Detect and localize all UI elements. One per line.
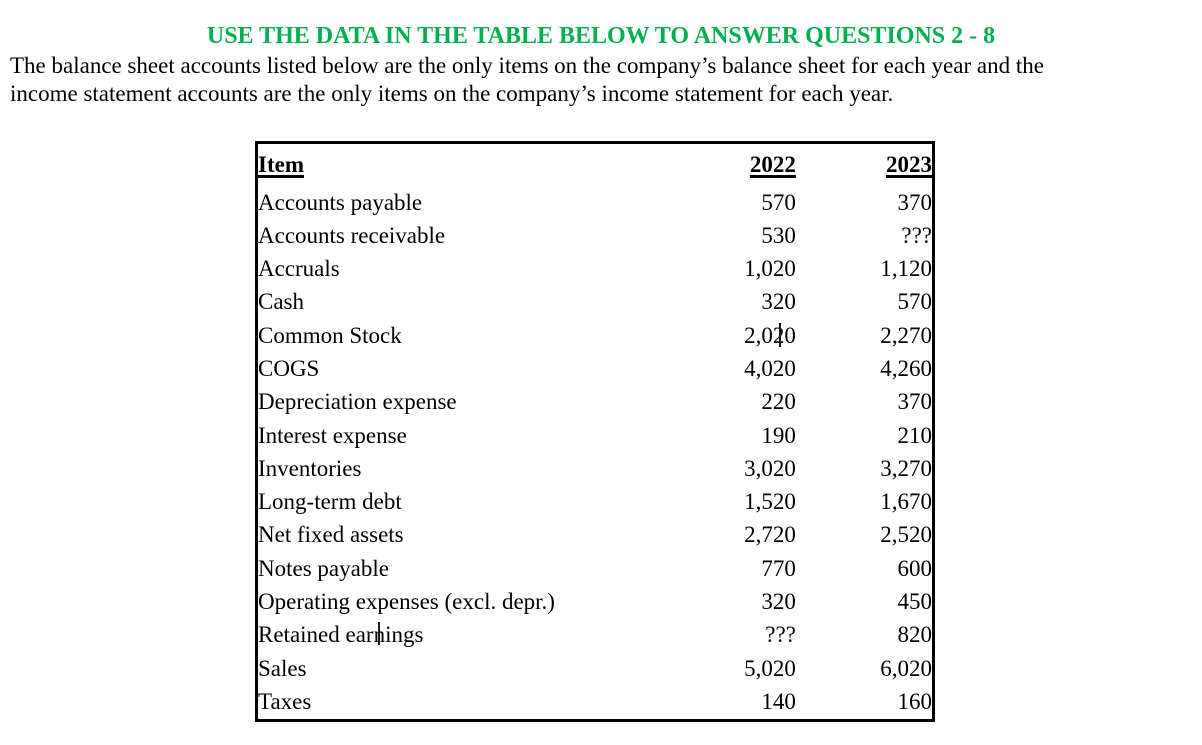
value-2022-cell: 2,020 — [698, 319, 796, 352]
value-2023-cell: 2,520 — [880, 522, 932, 548]
item-cell: Accounts payable — [258, 189, 423, 215]
item-cell: Common Stock — [258, 322, 402, 348]
table-row: Taxes 140 160 — [257, 685, 934, 720]
table-row: Cash 320 570 — [257, 286, 934, 319]
value-2022-cell: 530 — [761, 222, 796, 248]
item-cell: Cash — [258, 289, 304, 315]
value-2023-cell: 4,260 — [880, 356, 932, 382]
value-2022-cell: 220 — [761, 389, 796, 415]
table-header-row: Item 2022 2023 — [257, 143, 934, 187]
value-2023-cell: 1,670 — [880, 489, 932, 515]
item-cell: Interest expense — [258, 422, 407, 448]
item-cell: Depreciation expense — [258, 389, 457, 415]
value-2023-cell: 600 — [897, 555, 933, 581]
table-row: Operating expenses (excl. depr.) 320 450 — [257, 585, 934, 618]
value-2022-cell: 320 — [761, 289, 796, 315]
value-2023-cell: 370 — [897, 189, 933, 215]
column-header-item: Item — [257, 143, 699, 187]
value-2023-cell: 6,020 — [880, 655, 932, 681]
column-header-item-label: Item — [258, 152, 304, 177]
item-cell: Sales — [258, 655, 307, 681]
item-cell: Operating expenses (excl. depr.) — [258, 589, 555, 615]
item-cell: Inventories — [258, 455, 362, 481]
table-row: Common Stock 2,020 2,270 — [257, 319, 934, 352]
table-row: Notes payable 770 600 — [257, 552, 934, 585]
table-row: Retained earnings??? 820 — [257, 619, 934, 652]
value-2023-cell: ??? — [901, 222, 932, 248]
value-2023-cell: 1,120 — [880, 256, 932, 282]
value-2022-cell: ??? — [765, 622, 796, 648]
item-cell: Accruals — [258, 256, 340, 282]
value-2022-cell: 3,020 — [744, 455, 796, 481]
item-cell: Taxes — [258, 689, 312, 715]
intro-line-2: income statement accounts are the only i… — [10, 80, 894, 106]
value-2022-cell: 770 — [761, 555, 796, 581]
item-cell: COGS — [258, 356, 320, 382]
intro-line-1: The balance sheet accounts listed below … — [10, 53, 1044, 78]
column-header-2023: 2023 — [796, 143, 934, 187]
value-2022-cell: 1,520 — [744, 489, 796, 515]
column-header-2023-label: 2023 — [886, 152, 932, 177]
intro-paragraph: The balance sheet accounts listed below … — [10, 52, 1044, 107]
table-row: Accounts payable 570 370 — [257, 186, 934, 219]
table-row: Net fixed assets 2,720 2,520 — [257, 519, 934, 552]
value-2022-cell: 2,720 — [744, 522, 796, 548]
value-2022-cell: 1,020 — [744, 256, 796, 282]
page-title: USE THE DATA IN THE TABLE BELOW TO ANSWE… — [206, 23, 996, 49]
value-2023-cell: 370 — [897, 389, 933, 415]
value-2022-cell: 570 — [761, 189, 796, 215]
value-2023-cell: 210 — [897, 422, 933, 448]
value-2022-cell: 140 — [761, 689, 796, 715]
table-row: Sales 5,020 6,020 — [257, 652, 934, 685]
value-2022-cell: 5,020 — [744, 655, 796, 681]
table-body: Accounts payable 570 370 Accounts receivabl… — [257, 186, 934, 721]
value-2022-cell: 190 — [761, 422, 796, 448]
table-row: Accruals 1,020 1,120 — [257, 253, 934, 286]
value-2023-cell: 820 — [897, 622, 933, 648]
table-row: Inventories 3,020 3,270 — [257, 452, 934, 485]
value-2023-cell: 3,270 — [880, 455, 932, 481]
item-cell: Retained earnings — [257, 619, 699, 652]
item-cell: Accounts receivable — [258, 222, 446, 248]
value-2023-cell: 570 — [897, 289, 933, 315]
table-row: Interest expense 190 210 — [257, 419, 934, 452]
table-row: COGS 4,020 4,260 — [257, 352, 934, 385]
item-cell: Net fixed assets — [258, 522, 404, 548]
table-row: Depreciation expense 220 370 — [257, 386, 934, 419]
table-row: Accounts receivable 530??? — [257, 219, 934, 252]
column-header-2022: 2022 — [698, 143, 796, 187]
value-2022-cell: 320 — [761, 589, 796, 615]
value-2022-cell: 4,020 — [744, 356, 796, 382]
financial-data-table: Item 2022 2023 Accounts payable 570 370 Acc… — [255, 141, 935, 722]
value-2023-cell: 160 — [897, 689, 933, 715]
column-header-2022-label: 2022 — [749, 152, 796, 177]
item-cell: Long-term debt — [258, 489, 402, 515]
table-row: Long-term debt 1,520 1,670 — [257, 486, 934, 519]
value-2023-cell: 2,270 — [880, 322, 932, 348]
value-2023-cell: 450 — [897, 589, 933, 615]
item-cell: Notes payable — [258, 555, 389, 581]
